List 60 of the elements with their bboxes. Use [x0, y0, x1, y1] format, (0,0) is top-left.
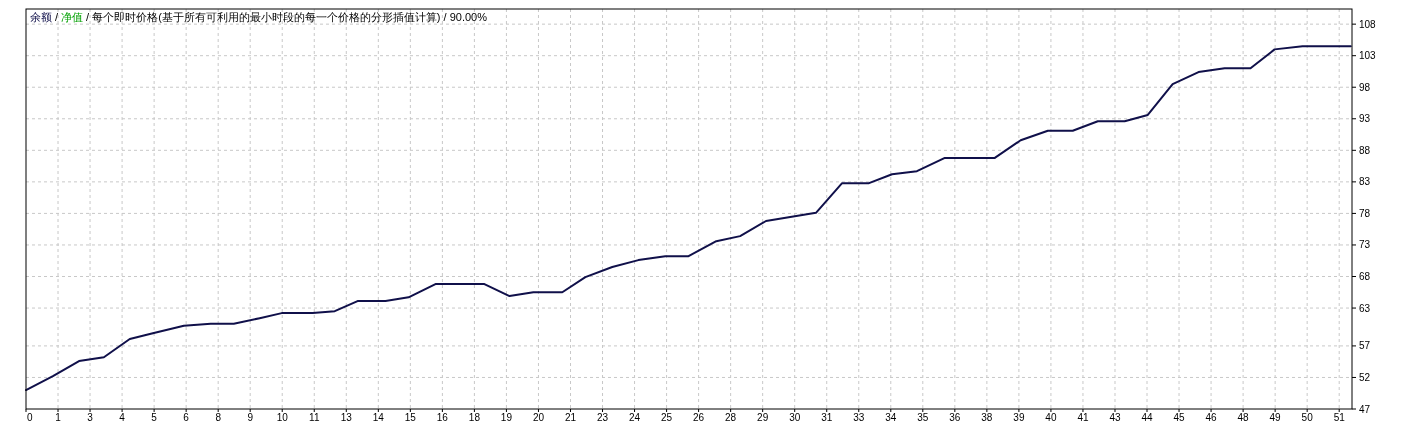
x-tick-label: 19: [500, 412, 513, 423]
y-tick-label: 73: [1359, 239, 1371, 251]
x-tick-label: 6: [183, 412, 190, 423]
x-tick-label: 13: [340, 412, 353, 423]
x-tick-label: 11: [309, 412, 320, 423]
annotation: /: [55, 11, 59, 23]
x-tick-label: 49: [1269, 412, 1282, 423]
y-tick-label: 98: [1359, 81, 1371, 93]
x-tick-label: 46: [1205, 412, 1218, 423]
x-tick-label: 38: [981, 412, 993, 423]
y-tick-label: 63: [1359, 302, 1371, 314]
y-tick-label: 78: [1359, 207, 1371, 219]
x-tick-label: 14: [372, 412, 385, 423]
x-tick-label: 30: [789, 412, 801, 423]
x-tick-label: 18: [468, 412, 481, 423]
x-tick-label: 33: [853, 412, 865, 423]
x-tick-label: 16: [436, 412, 449, 423]
x-tick-label: 21: [564, 412, 577, 423]
x-tick-label: 1: [55, 412, 62, 423]
x-tick-label: 29: [757, 412, 769, 423]
x-tick-label: 23: [596, 412, 609, 423]
x-tick-label: 20: [532, 412, 545, 423]
x-tick-label: 31: [821, 412, 833, 423]
line-series: [25, 45, 1352, 392]
x-tick-label: 35: [917, 412, 929, 423]
x-tick-label: 8: [215, 412, 222, 423]
x-tick-label: 50: [1301, 412, 1314, 423]
x-tick-label: 34: [885, 412, 897, 423]
legend-label: 净值: [61, 11, 84, 23]
x-tick-label: 41: [1077, 412, 1089, 423]
y-tick-label: 103: [1359, 50, 1377, 62]
x-tick-label: 4: [119, 412, 126, 423]
x-tick-label: 15: [404, 412, 417, 423]
y-tick-label: 52: [1359, 371, 1371, 383]
x-tick-label: 48: [1237, 412, 1250, 423]
x-tick-label: 26: [693, 412, 705, 423]
x-tick-label: 45: [1173, 412, 1186, 423]
y-tick-label: 83: [1359, 176, 1371, 188]
y-tick-label: 88: [1359, 144, 1371, 156]
x-tick-label: 5: [151, 412, 158, 423]
text: 余额: [30, 11, 52, 23]
x-tick-label: 3: [87, 412, 94, 423]
x-tick-label: 9: [247, 412, 254, 423]
x-tick-label: 51: [1333, 412, 1346, 423]
x-tick-label: 28: [725, 412, 737, 423]
x-tick-label: 24: [628, 412, 641, 423]
x-tick-label: 0: [27, 412, 33, 423]
y-tick-label: 93: [1359, 113, 1371, 125]
y-tick-label: 47: [1359, 403, 1371, 415]
chart-title: / 每个即时价格(基于所有可利用的最小时段的每一个价格的分形插值计算) / 90.00%: [86, 11, 488, 23]
x-tick-label: 10: [276, 412, 289, 423]
y-tick-label: 108: [1359, 18, 1377, 30]
y-tick-label: 68: [1359, 271, 1371, 283]
x-tick-label: 25: [661, 412, 673, 423]
x-tick-label: 39: [1013, 412, 1025, 423]
x-tick-label: 36: [949, 412, 961, 423]
x-tick-label: 40: [1045, 412, 1057, 423]
x-tick-label: 43: [1109, 412, 1121, 423]
x-tick-label: 44: [1141, 412, 1154, 423]
y-tick-label: 57: [1359, 340, 1371, 352]
